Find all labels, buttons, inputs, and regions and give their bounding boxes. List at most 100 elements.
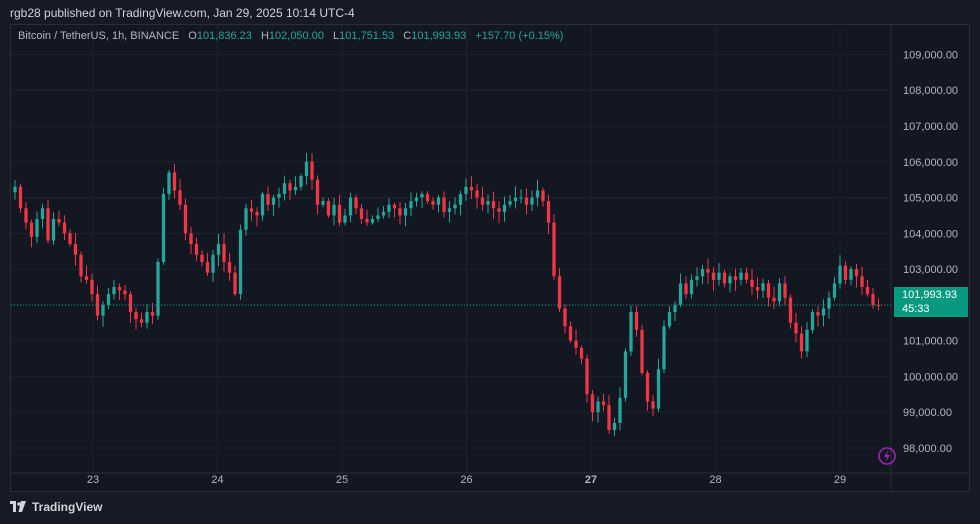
candle-body [381,211,386,216]
price-axis: 98,000.00 99,000.00 100,000.00 101,000.00 10… [890,25,958,491]
ohlc-legend: Bitcoin / TetherUS, 1h, BINANCE O101,836… [18,30,563,42]
time-tick-label: 24 [211,474,223,486]
symbol-label[interactable]: Bitcoin / TetherUS, 1h, BINANCE [18,30,180,42]
time-tick-label: 25 [336,474,348,486]
candle-body [651,401,655,409]
candle-body [139,319,144,323]
candle-body [370,219,375,223]
candle-body [750,279,754,287]
candle-body [35,219,39,237]
candle-body [673,304,677,313]
candle-body [216,244,221,255]
candle-body [409,201,413,209]
bar-countdown: 45:33 [902,303,930,315]
candle-body [233,272,237,295]
candle-body [244,208,248,230]
candle-body [585,358,589,395]
candle-body [838,265,842,284]
candle-body [79,254,83,277]
candle-body [128,294,133,313]
price-tick-label: 107,000.00 [903,121,958,133]
candle-body [145,312,149,323]
candle-body [260,193,265,216]
candle-body [348,197,353,216]
last-price-tag: 101,993.93 45:33 [894,287,968,317]
candle-body [607,405,611,431]
candle-body [656,369,661,409]
candle-body [343,215,347,223]
candle-body [310,161,314,180]
candle-body [40,208,45,220]
candle-body [205,261,210,273]
low-value: 101,751.53 [339,30,395,42]
candle-body [788,297,793,323]
candle-body [557,276,562,309]
price-tick-label: 105,000.00 [903,193,958,205]
time-tick-label: 27 [585,474,597,486]
candle-body [623,351,628,398]
candle-body [722,272,727,284]
candle-body [590,394,595,413]
candle-body [574,340,578,348]
chart-frame[interactable]: 98,000.00 99,000.00 100,000.00 101,000.00 10… [10,24,970,492]
candle-body [695,276,699,280]
candle-body [535,190,540,198]
last-price-value: 101,993.93 [902,289,958,301]
candle-body [255,211,259,216]
candle-body [271,197,276,205]
candlestick-chart[interactable]: 98,000.00 99,000.00 100,000.00 101,000.00 10… [11,25,969,491]
candle-body [794,322,798,334]
candle-body [288,183,292,191]
candle-body [387,204,391,212]
candle-body [689,279,694,295]
candle-body [365,219,369,223]
candle-body [95,294,100,316]
candle-body [326,201,331,216]
candle-body [84,276,89,280]
candle-body [865,286,870,295]
candle-body [601,401,606,406]
time-tick-label: 26 [460,474,472,486]
candle-body [854,269,859,277]
candle-body [200,254,204,262]
candle-body [117,286,122,291]
candle-body [744,272,749,280]
candle-body [519,197,523,199]
price-tick-label: 103,000.00 [903,264,958,276]
candle-body [68,233,72,245]
candle-body [458,193,463,205]
candle-body [700,269,705,277]
candle-body [563,308,567,327]
lightning-icon[interactable] [877,446,897,466]
candle-body [717,272,721,280]
candle-body [464,186,468,194]
price-tick-label: 106,000.00 [903,157,958,169]
price-tick-label: 101,000.00 [903,336,958,348]
candle-body [629,312,633,352]
candle-body [161,193,166,262]
candle-body [425,193,430,202]
candle-body [497,208,501,212]
candle-body [112,286,116,295]
price-tick-label: 99,000.00 [903,407,952,419]
candle-body [29,222,34,237]
candle-body [436,197,441,205]
candle-body [541,190,545,202]
tradingview-logo-icon [10,501,26,512]
candle-body [24,208,28,223]
candle-body [475,190,479,198]
candle-body [469,186,474,191]
candle-body [821,308,826,316]
candle-body [827,297,831,309]
candle-body [392,204,397,209]
candle-body [414,197,419,202]
candle-body [293,186,298,191]
footer: TradingView [0,492,980,524]
candle-body [211,254,215,273]
candle-body [337,204,342,223]
close-label: C [403,30,412,42]
candle-body [249,208,254,212]
tradingview-brand[interactable]: TradingView [10,500,102,514]
candle-body [13,186,17,193]
candle-body [321,201,325,205]
